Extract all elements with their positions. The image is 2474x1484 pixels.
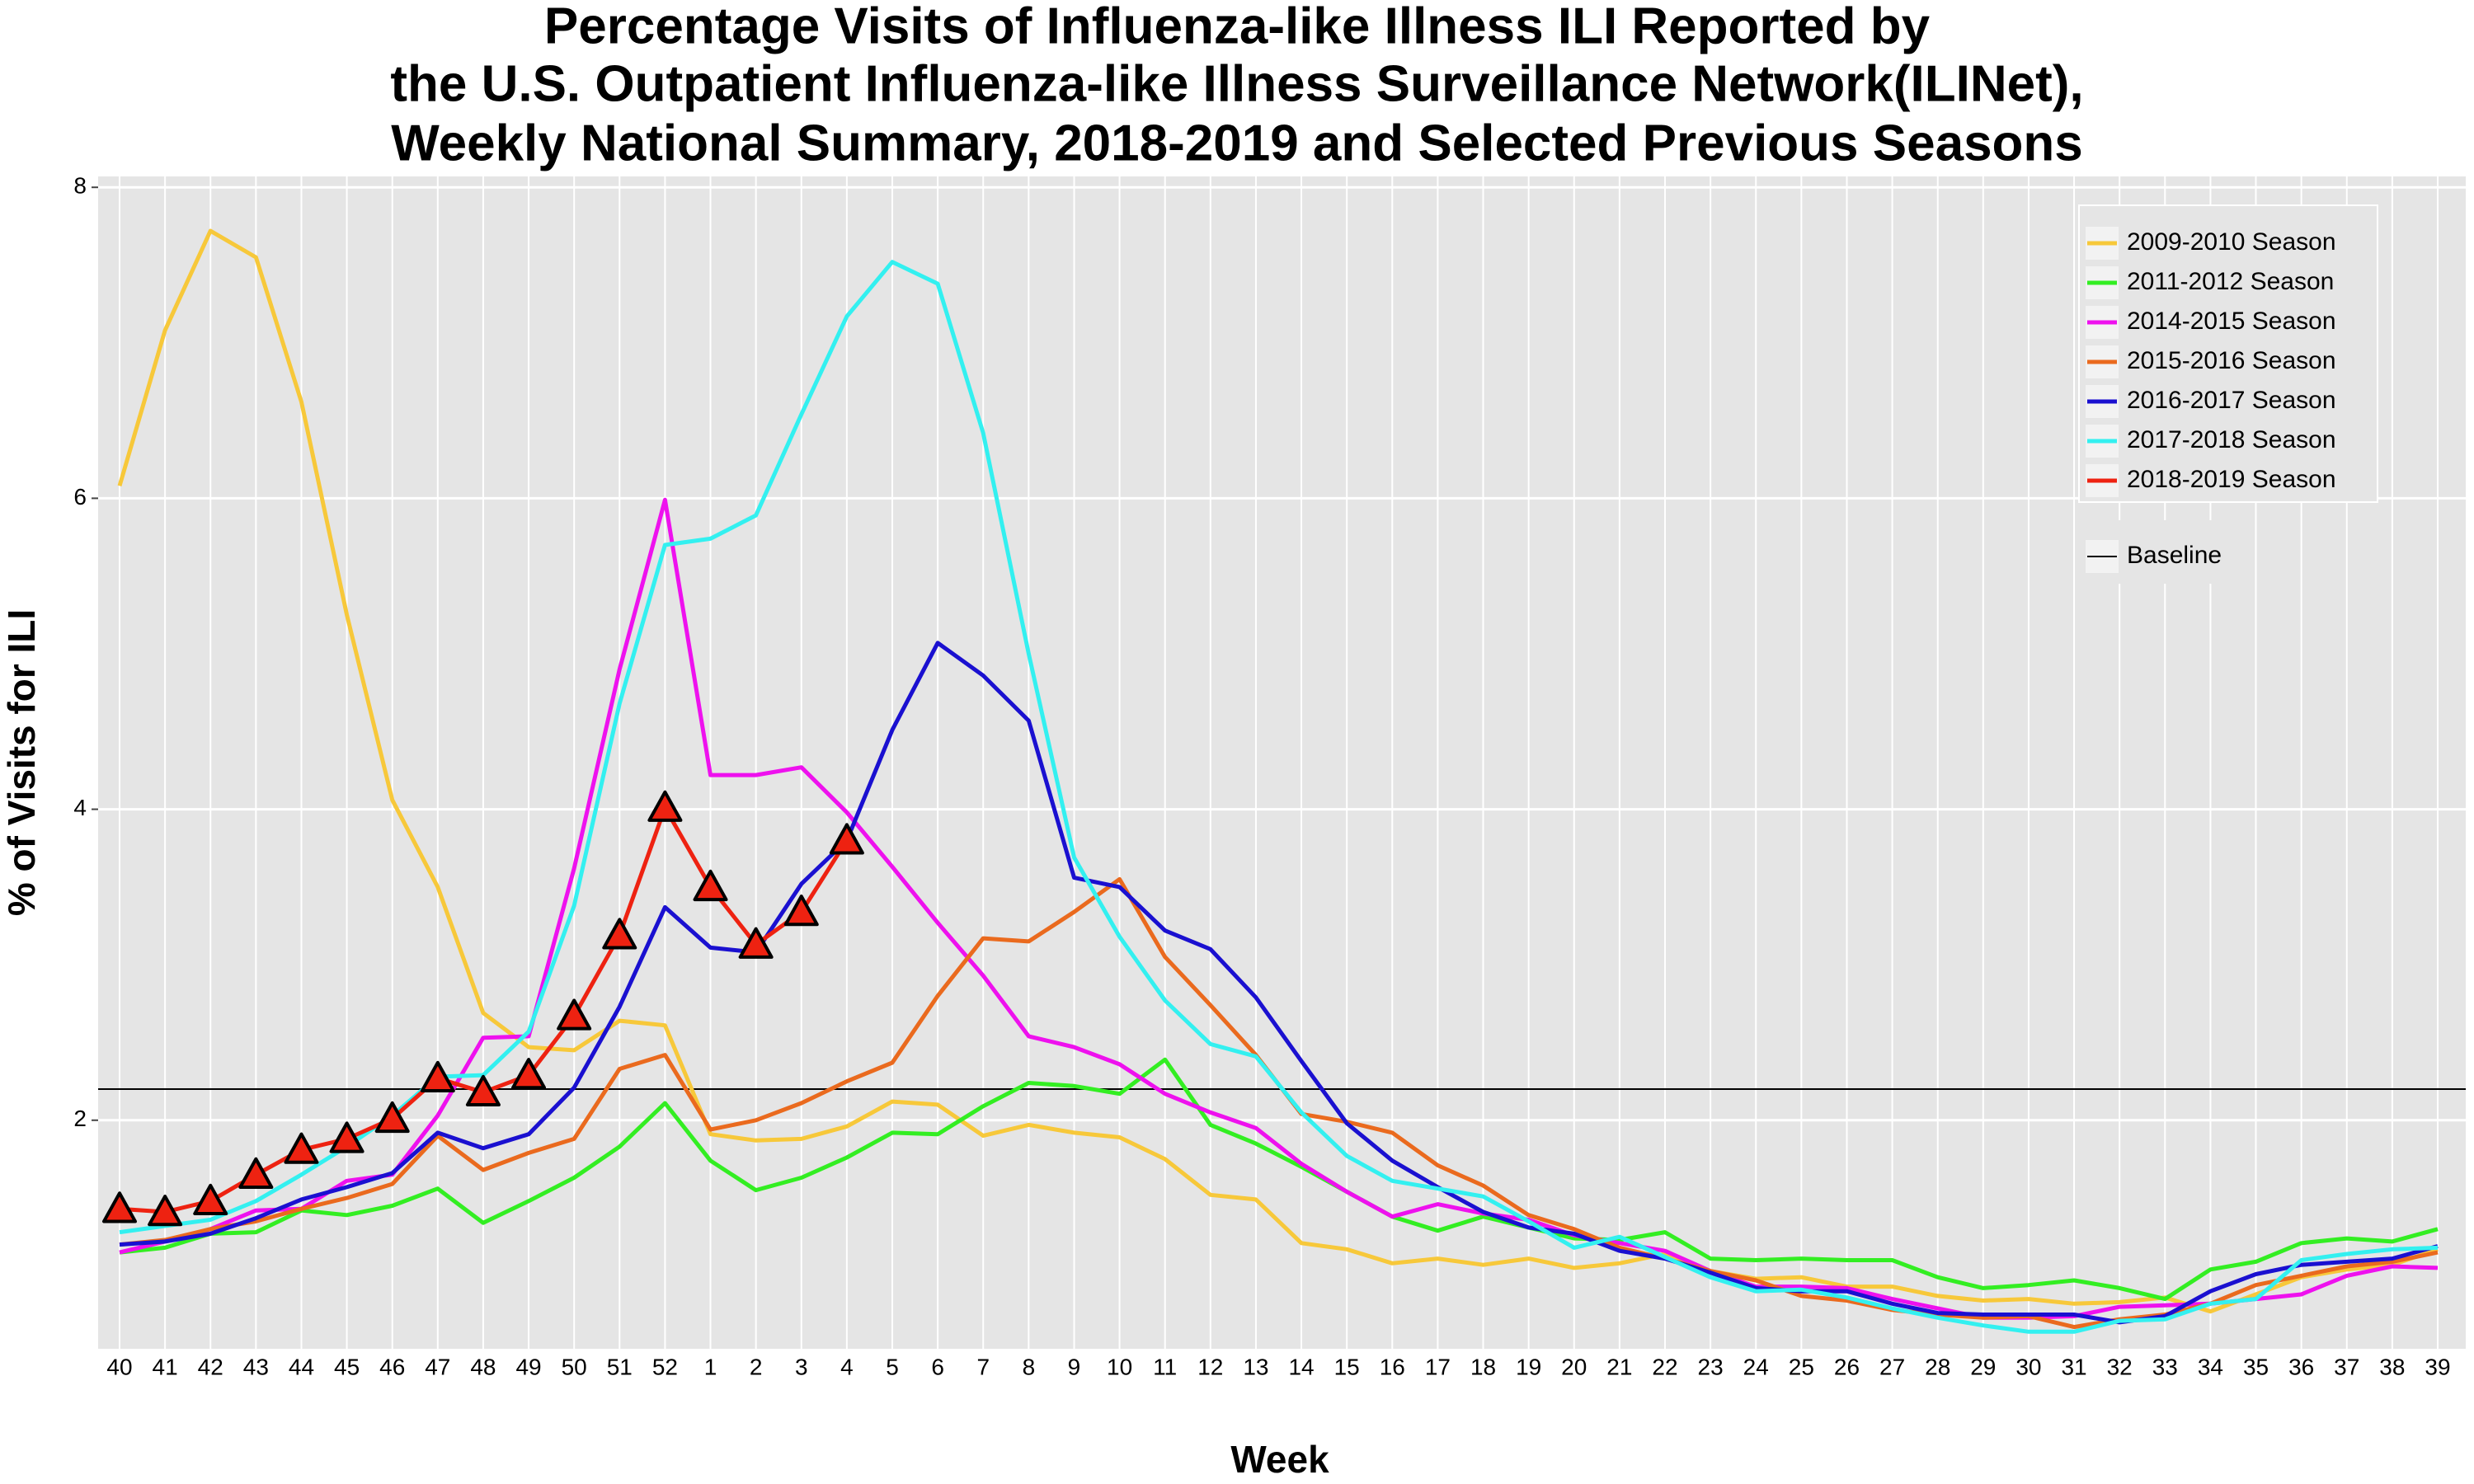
marker — [420, 1060, 455, 1093]
legend-label: 2015-2016 Season — [2127, 347, 2336, 374]
x-tick-label: 40 — [106, 1354, 132, 1379]
marker — [511, 1058, 547, 1090]
x-tick-label: 36 — [2288, 1354, 2314, 1379]
x-tick-label: 45 — [334, 1354, 360, 1379]
y-tick-label: 4 — [73, 795, 87, 820]
marker — [738, 927, 774, 959]
x-tick-label: 52 — [652, 1354, 678, 1379]
x-tick-label: 8 — [1023, 1354, 1036, 1379]
x-tick-label: 32 — [2107, 1354, 2133, 1379]
x-tick-label: 27 — [1879, 1354, 1905, 1379]
x-tick-label: 28 — [1925, 1354, 1950, 1379]
y-axis-title: % of Visits for ILI — [0, 609, 43, 916]
x-tick-label: 33 — [2152, 1354, 2178, 1379]
x-tick-label: 7 — [976, 1354, 990, 1379]
x-tick-label: 44 — [289, 1354, 314, 1379]
marker — [102, 1191, 137, 1223]
x-tick-label: 41 — [153, 1354, 178, 1379]
x-tick-label: 46 — [379, 1354, 405, 1379]
legend-label: 2017-2018 Season — [2127, 426, 2336, 453]
x-tick-label: 50 — [562, 1354, 587, 1379]
x-tick-label: 19 — [1516, 1354, 1541, 1379]
x-tick-label: 18 — [1470, 1354, 1496, 1379]
x-tick-label: 26 — [1834, 1354, 1860, 1379]
marker — [329, 1121, 365, 1153]
marker — [238, 1157, 274, 1189]
marker — [829, 823, 864, 855]
x-tick-label: 48 — [470, 1354, 496, 1379]
y-tick-label: 8 — [73, 173, 87, 199]
y-tick-label: 2 — [73, 1106, 87, 1131]
x-tick-label: 49 — [515, 1354, 541, 1379]
x-tick-label: 14 — [1288, 1354, 1314, 1379]
x-tick-label: 12 — [1197, 1354, 1223, 1379]
x-tick-label: 20 — [1561, 1354, 1587, 1379]
x-tick-label: 39 — [2425, 1354, 2450, 1379]
x-tick-label: 29 — [1970, 1354, 1996, 1379]
marker — [693, 869, 728, 902]
legend-label: 2014-2015 Season — [2127, 308, 2336, 335]
x-axis-title: Week — [1230, 1438, 1329, 1481]
x-tick-label: 1 — [704, 1354, 717, 1379]
x-tick-label: 37 — [2334, 1354, 2359, 1379]
x-tick-label: 42 — [198, 1354, 223, 1379]
legend-label: 2018-2019 Season — [2127, 466, 2336, 493]
x-tick-label: 13 — [1243, 1354, 1268, 1379]
x-tick-label: 24 — [1743, 1354, 1769, 1379]
marker — [783, 895, 819, 927]
legend-label: 2009-2010 Season — [2127, 228, 2336, 256]
x-tick-label: 11 — [1153, 1354, 1177, 1379]
x-tick-label: 30 — [2015, 1354, 2041, 1379]
x-tick-label: 3 — [795, 1354, 808, 1379]
x-tick-label: 15 — [1334, 1354, 1360, 1379]
series-line — [119, 641, 2439, 1325]
x-tick-label: 35 — [2243, 1354, 2269, 1379]
marker — [557, 998, 592, 1031]
x-tick-label: 34 — [2198, 1354, 2223, 1379]
x-tick-label: 9 — [1068, 1354, 1081, 1379]
x-tick-label: 31 — [2061, 1354, 2086, 1379]
x-tick-label: 16 — [1380, 1354, 1405, 1379]
series-line — [117, 228, 2439, 1314]
legend-box — [2078, 204, 2378, 503]
x-tick-label: 47 — [425, 1354, 450, 1379]
x-tick-label: 21 — [1606, 1354, 1632, 1379]
chart-title: Weekly National Summary, 2018-2019 and S… — [391, 115, 2083, 171]
marker — [148, 1195, 183, 1227]
x-tick-label: 25 — [1789, 1354, 1814, 1379]
x-tick-label: 2 — [750, 1354, 763, 1379]
x-tick-label: 22 — [1652, 1354, 1677, 1379]
x-tick-label: 17 — [1425, 1354, 1451, 1379]
chart-title: Percentage Visits of Influenza-like Illn… — [544, 0, 1931, 54]
series-line — [119, 1057, 2439, 1302]
plot-panel — [98, 176, 2466, 1349]
x-tick-label: 51 — [607, 1354, 633, 1379]
marker — [465, 1074, 501, 1107]
x-tick-label: 10 — [1107, 1354, 1132, 1379]
series-line — [119, 497, 2439, 1320]
series-line — [119, 260, 2439, 1334]
x-tick-label: 4 — [840, 1354, 854, 1379]
x-tick-label: 6 — [931, 1354, 944, 1379]
x-tick-label: 43 — [243, 1354, 269, 1379]
marker — [647, 790, 683, 822]
x-tick-label: 23 — [1698, 1354, 1724, 1379]
legend-label: 2016-2017 Season — [2127, 387, 2336, 414]
marker — [284, 1132, 319, 1164]
marker — [193, 1183, 228, 1216]
legend-label: Baseline — [2127, 542, 2222, 569]
x-tick-label: 38 — [2379, 1354, 2405, 1379]
marker — [602, 918, 637, 950]
x-tick-label: 5 — [886, 1354, 899, 1379]
chart-title: the U.S. Outpatient Influenza-like Illne… — [390, 55, 2083, 112]
y-tick-label: 6 — [73, 484, 87, 510]
marker — [374, 1101, 410, 1134]
legend-label: 2011-2012 Season — [2127, 268, 2334, 295]
